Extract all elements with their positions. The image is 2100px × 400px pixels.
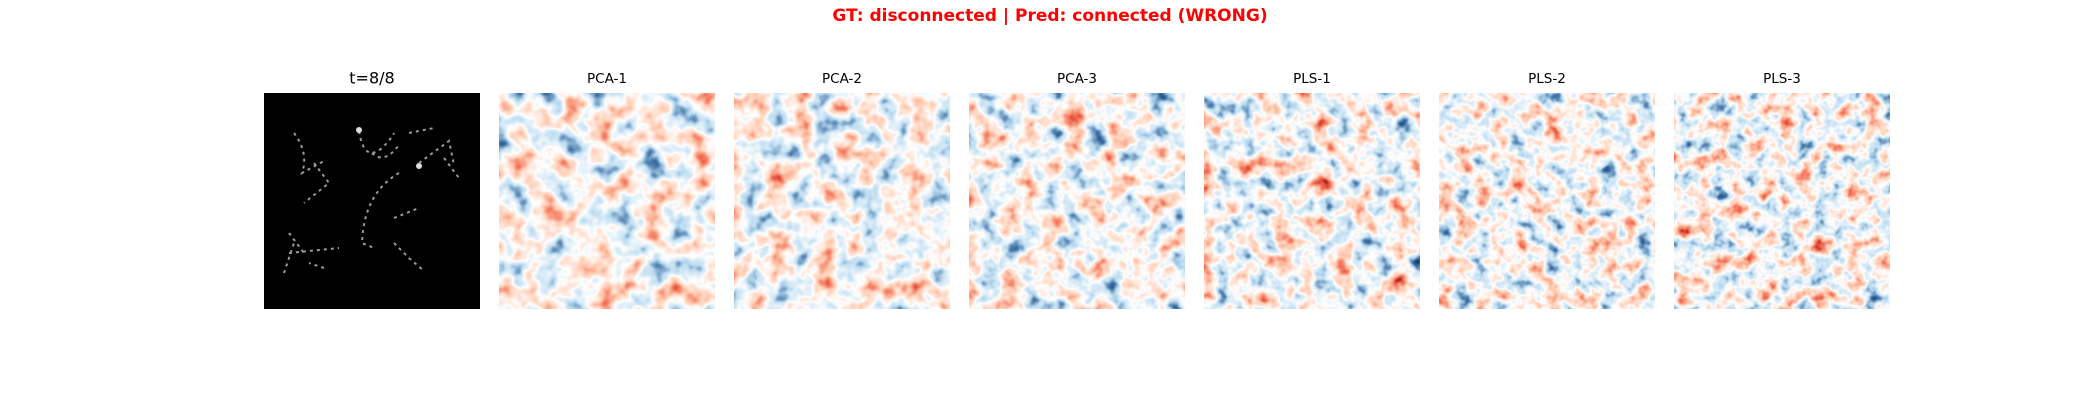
panel-title: PCA-1 <box>587 71 627 87</box>
panel-title: PLS-2 <box>1528 71 1566 87</box>
endpoint <box>416 163 422 169</box>
panel-image <box>969 93 1185 309</box>
panel-image <box>1204 93 1420 309</box>
panel-title: t=8/8 <box>349 69 394 88</box>
path-strokes <box>283 127 460 274</box>
panel-title: PLS-3 <box>1763 71 1801 87</box>
figure-title: GT: disconnected | Pred: connected (WRON… <box>832 6 1267 26</box>
panel-title: PCA-2 <box>822 71 862 87</box>
endpoint <box>356 127 362 133</box>
panel-image <box>1674 93 1890 309</box>
panel-title: PLS-1 <box>1293 71 1331 87</box>
panel-title: PCA-3 <box>1057 71 1097 87</box>
panel-image <box>1439 93 1655 309</box>
panel-image <box>499 93 715 309</box>
panel-image <box>734 93 950 309</box>
panel-image <box>264 93 480 309</box>
